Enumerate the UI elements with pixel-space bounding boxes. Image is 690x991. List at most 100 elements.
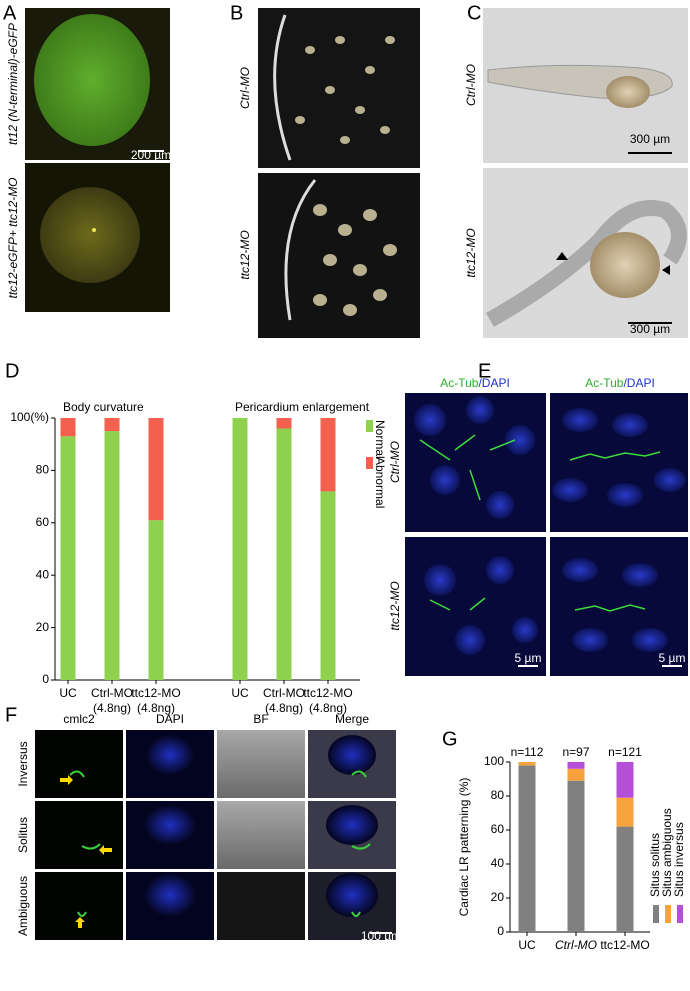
scale-bar-label: 200 µm	[131, 148, 171, 162]
panel-b-images	[258, 8, 420, 338]
panel-a-images	[25, 8, 170, 312]
y-tick-label: 80	[491, 788, 505, 802]
y-tick-label: 60	[36, 515, 50, 529]
annotation: n=112	[511, 745, 544, 759]
legend-swatch	[677, 905, 683, 923]
y-tick-label: 60	[491, 822, 505, 836]
y-axis-label: Cardiac LR patterning (%)	[457, 778, 471, 917]
header-part: Ac-Tub	[440, 376, 479, 390]
scale-bar-label: 5 µm	[515, 651, 542, 665]
x-tick-label: ttc12-MO	[303, 686, 352, 700]
y-tick-label: 20	[36, 620, 50, 634]
scale-bar-label: 300 µm	[630, 132, 670, 146]
row-label: tt12 (N-terminal)-eGFP	[6, 23, 20, 145]
panel-f-images	[35, 730, 396, 940]
legend-swatch	[366, 457, 373, 469]
texts: A B C D E F G tt12 (N-terminal)-eGFP ttc…	[3, 2, 685, 943]
x-tick-label: UC	[59, 686, 77, 700]
scale-bar-label: 5 µm	[659, 651, 686, 665]
scale-bar-label: 300 µm	[630, 322, 670, 336]
x-tick-label: Ctrl-MO	[91, 686, 133, 700]
row-label: Ctrl-MO	[388, 441, 402, 483]
bar-segment	[104, 418, 120, 432]
row-label: ttc12-MO	[388, 581, 402, 630]
bar-segment	[320, 491, 336, 680]
bar-segment	[148, 520, 164, 680]
y-tick-label: 40	[36, 567, 50, 581]
bar-segment	[148, 418, 164, 521]
bar-segment	[567, 762, 585, 769]
bar-segment	[518, 762, 536, 766]
legend-label: Situs solitus	[648, 833, 662, 897]
bar-segment	[104, 431, 120, 680]
x-tick-label: (4.8ng)	[265, 701, 303, 715]
panel-letter: C	[467, 2, 481, 24]
x-tick-label: ttc12-MO	[600, 938, 649, 952]
annotation: n=97	[562, 745, 589, 759]
y-tick-label: 100	[484, 754, 504, 768]
row-label: Ctrl-MO	[238, 67, 252, 109]
legend-swatch	[653, 905, 659, 923]
bar-segment	[567, 780, 585, 932]
bar-segment	[320, 418, 336, 492]
column-header: DAPI	[156, 712, 184, 726]
bar-segment	[276, 418, 292, 429]
x-tick-label: Ctrl-MO	[555, 938, 597, 952]
y-tick-label: 0	[42, 672, 49, 686]
legend-label: Situs ambiguous	[660, 808, 674, 897]
panel-letter: F	[5, 704, 17, 726]
row-label: Solitus	[16, 817, 30, 853]
row-label: ttc12-MO	[464, 228, 478, 277]
column-header: Ac-Tub/DAPI	[585, 376, 655, 390]
panel-letter: D	[5, 360, 19, 382]
panel-c-images	[483, 8, 688, 338]
legend-label: Situs inversus	[672, 822, 686, 897]
legend-label: Abnormal	[373, 457, 387, 508]
bar-segment	[567, 768, 585, 781]
x-tick-label: ttc12-MO	[131, 686, 180, 700]
x-tick-label: (4.8ng)	[309, 701, 347, 715]
y-tick-label: 0	[497, 924, 504, 938]
bar-segment	[616, 826, 634, 932]
column-header: Merge	[335, 712, 369, 726]
column-header: Ac-Tub/DAPI	[440, 376, 510, 390]
bar-segment	[276, 428, 292, 680]
x-tick-label: (4.8ng)	[93, 701, 131, 715]
bar-segment	[60, 418, 76, 437]
row-label: ttc12-MO	[238, 230, 252, 279]
panel-e-images	[405, 393, 688, 676]
y-tick-label: 80	[36, 463, 50, 477]
bar-segment	[616, 797, 634, 827]
panel-letter: E	[478, 360, 491, 382]
x-tick-label: (4.8ng)	[137, 701, 175, 715]
row-label: Ctrl-MO	[464, 64, 478, 106]
group-label: Body curvature	[63, 400, 144, 414]
panel-letter: B	[230, 2, 243, 24]
x-tick-label: Ctrl-MO	[263, 686, 305, 700]
y-tick-label: 100(%)	[10, 410, 49, 424]
x-tick-label: UC	[231, 686, 249, 700]
header-part: /DAPI	[478, 376, 509, 390]
bar-segment	[232, 418, 248, 680]
row-label: Inversus	[16, 741, 30, 786]
y-tick-label: 20	[491, 890, 505, 904]
y-tick-label: 40	[491, 856, 505, 870]
header-part: Ac-Tub	[585, 376, 624, 390]
annotation: n=121	[608, 745, 642, 759]
panel-letter: A	[3, 2, 17, 24]
scale-bar-label: 100 µm	[361, 929, 401, 943]
bar-segment	[616, 762, 634, 798]
row-label: Ambiguous	[16, 876, 30, 936]
header-part: /DAPI	[623, 376, 654, 390]
group-label: Pericardium enlargement	[235, 400, 370, 414]
column-header: BF	[253, 712, 268, 726]
charts: 0 20 40 60 80 100(%) Body curvature Pericardium…	[10, 400, 686, 952]
legend-swatch	[366, 420, 373, 432]
bar-segment	[60, 436, 76, 680]
x-tick-label: UC	[518, 938, 536, 952]
legend-label: Normal	[373, 420, 387, 459]
row-label: ttc12-eGFP+ ttc12-MO	[6, 177, 20, 298]
panel-letter: G	[442, 728, 458, 750]
bar-segment	[518, 765, 536, 932]
